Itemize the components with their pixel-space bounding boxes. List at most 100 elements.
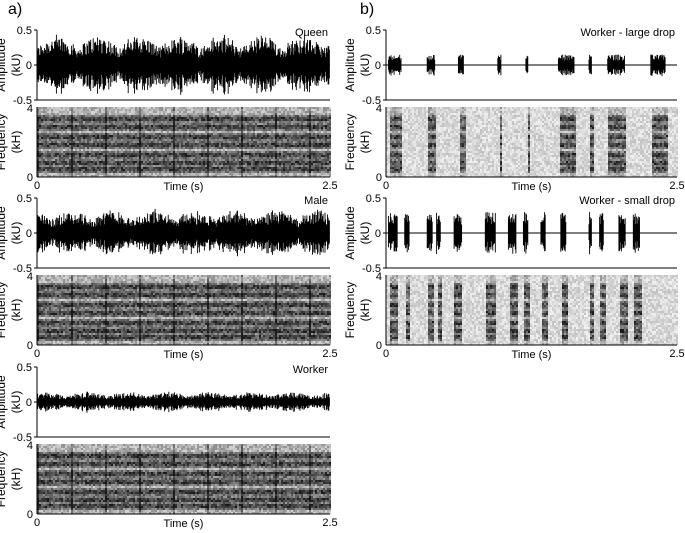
spectrogram-cell bbox=[305, 123, 307, 125]
spectrogram-cell bbox=[111, 139, 113, 141]
spectrogram-cell bbox=[251, 155, 253, 157]
spectrogram-cell bbox=[49, 115, 51, 117]
spectrogram-cell bbox=[229, 145, 231, 147]
spectrogram-cell bbox=[169, 135, 171, 137]
spectrogram-cell bbox=[161, 173, 163, 175]
spectrogram-cell bbox=[89, 121, 91, 123]
spectrogram-cell bbox=[95, 125, 97, 127]
spectrogram-cell bbox=[141, 159, 143, 161]
spectrogram-cell bbox=[93, 135, 95, 137]
spectrogram-cell bbox=[105, 107, 107, 109]
spectrogram-cell bbox=[81, 145, 83, 147]
spectrogram-cell bbox=[109, 159, 111, 161]
spectrogram-cell bbox=[255, 171, 257, 173]
spectrogram-cell bbox=[71, 135, 73, 137]
spectrogram-cell bbox=[277, 135, 279, 137]
spectrogram-cell bbox=[285, 143, 287, 145]
spectrogram-cell bbox=[315, 109, 317, 111]
spectrogram-cell bbox=[169, 107, 171, 109]
spectrogram-cell bbox=[127, 147, 129, 149]
spectrogram-cell bbox=[291, 107, 293, 109]
spectrogram-cell bbox=[53, 171, 55, 173]
spectrogram-cell bbox=[159, 127, 161, 129]
spectrogram-cell bbox=[73, 155, 75, 157]
spectrogram-cell bbox=[319, 171, 321, 173]
spectrogram-cell bbox=[125, 119, 127, 121]
spectrogram-cell bbox=[105, 133, 107, 135]
spectrogram-cell bbox=[115, 143, 117, 145]
spectrogram-cell bbox=[255, 145, 257, 147]
spectrogram-cell bbox=[71, 149, 73, 151]
spectrogram-cell bbox=[295, 153, 297, 155]
spectrogram-cell bbox=[235, 121, 237, 123]
spectrogram-cell bbox=[279, 117, 281, 119]
spectrogram-cell bbox=[241, 171, 243, 173]
spectrogram-cell bbox=[253, 133, 255, 135]
spectrogram-cell bbox=[205, 133, 207, 135]
spectrogram-cell bbox=[83, 129, 85, 131]
spectrogram-cell bbox=[263, 111, 265, 113]
spectrogram-cell bbox=[155, 143, 157, 145]
spectrogram-cell bbox=[93, 129, 95, 131]
spectrogram-cell bbox=[137, 141, 139, 143]
spectrogram-cell bbox=[295, 107, 297, 109]
spectrogram-cell bbox=[281, 109, 283, 111]
spectrogram-cell bbox=[45, 135, 47, 137]
spectrogram-cell bbox=[225, 115, 227, 117]
spectrogram-cell bbox=[279, 175, 281, 177]
spectrogram-cell bbox=[77, 131, 79, 133]
spectrogram-cell bbox=[155, 121, 157, 123]
spectrogram-cell bbox=[131, 125, 133, 127]
spectrogram-cell bbox=[163, 137, 165, 139]
spectrogram-cell bbox=[263, 115, 265, 117]
spectrogram-cell bbox=[251, 165, 253, 167]
spectrogram-cell bbox=[133, 121, 135, 123]
spectrogram-cell bbox=[85, 157, 87, 159]
spectrogram-cell bbox=[201, 123, 203, 125]
spectrogram-cell bbox=[135, 141, 137, 143]
spectrogram-cell bbox=[89, 139, 91, 141]
spectrogram-cell bbox=[131, 151, 133, 153]
spectrogram-cell bbox=[183, 141, 185, 143]
spectrogram-cell bbox=[293, 135, 295, 137]
spectrogram-cell bbox=[283, 163, 285, 165]
spectrogram-cell bbox=[231, 137, 233, 139]
spectrogram-cell bbox=[37, 115, 39, 117]
spectrogram-cell bbox=[37, 171, 39, 173]
spectrogram-cell bbox=[271, 141, 273, 143]
spectrogram-cell bbox=[183, 163, 185, 165]
spectrogram-cell bbox=[81, 165, 83, 167]
spectrogram-cell bbox=[43, 135, 45, 137]
spectrogram-cell bbox=[51, 135, 53, 137]
spectrogram-cell bbox=[111, 169, 113, 171]
spectrogram-cell bbox=[263, 129, 265, 131]
spectrogram-cell bbox=[141, 149, 143, 151]
spectrogram-cell bbox=[51, 159, 53, 161]
spectrogram-cell bbox=[143, 149, 145, 151]
spectrogram-cell bbox=[319, 107, 321, 109]
spectrogram-cell bbox=[133, 137, 135, 139]
spectrogram-cell bbox=[39, 155, 41, 157]
spectrogram-cell bbox=[219, 163, 221, 165]
spectrogram-cell bbox=[87, 151, 89, 153]
spectrogram-cell bbox=[135, 125, 137, 127]
spectrogram-cell bbox=[47, 157, 49, 159]
spectrogram-cell bbox=[99, 139, 101, 141]
spectrogram-cell bbox=[105, 121, 107, 123]
spectrogram-cell bbox=[191, 133, 193, 135]
spectrogram-cell bbox=[313, 151, 315, 153]
spectrogram-cell bbox=[125, 135, 127, 137]
spectrogram-cell bbox=[287, 161, 289, 163]
spectrogram-cell bbox=[287, 149, 289, 151]
spectrogram-cell bbox=[319, 131, 321, 133]
spectrogram-cell bbox=[281, 173, 283, 175]
spectrogram-cell bbox=[275, 115, 277, 117]
spectrogram-cell bbox=[273, 119, 275, 121]
spectrogram-cell bbox=[95, 141, 97, 143]
spectrogram-cell bbox=[219, 161, 221, 163]
spectrogram-cell bbox=[43, 165, 45, 167]
spectrogram-cell bbox=[263, 117, 265, 119]
spectrogram-cell bbox=[93, 147, 95, 149]
spectrogram-cell bbox=[43, 161, 45, 163]
